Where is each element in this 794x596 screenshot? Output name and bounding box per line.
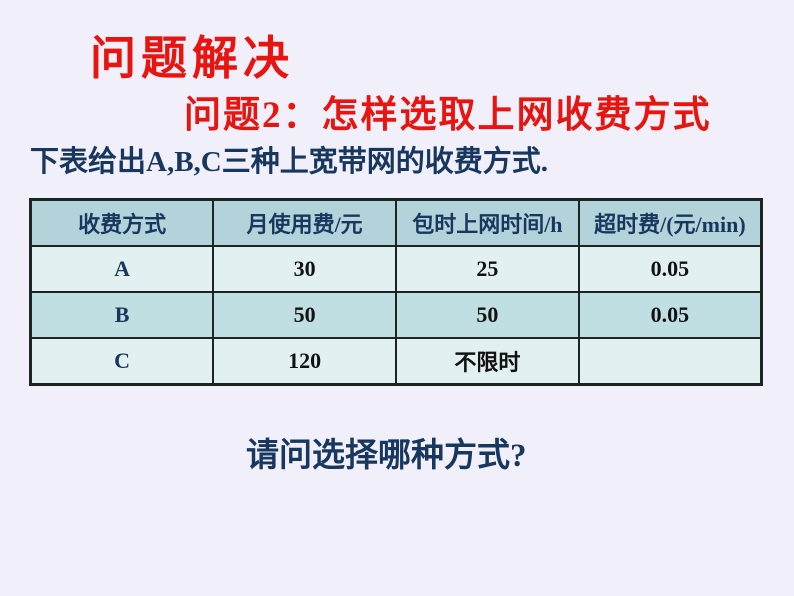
table-cell: B	[29, 291, 215, 339]
table-cell	[577, 337, 763, 386]
col-header-overtime-fee: 超时费/(元/min)	[577, 198, 763, 247]
col-header-fee-method: 收费方式	[29, 198, 215, 247]
table-cell: 不限时	[395, 337, 580, 386]
table-cell: 50	[395, 291, 580, 339]
table-cell: 25	[395, 245, 580, 293]
fee-table: 收费方式 月使用费/元 包时上网时间/h 超时费/(元/min) A 30 25…	[29, 198, 763, 386]
slide-title: 问题解决	[90, 33, 294, 84]
col-header-included-hours: 包时上网时间/h	[395, 198, 580, 247]
table-cell: 0.05	[577, 291, 763, 339]
table-cell: 120	[212, 337, 397, 386]
table-cell: 30	[212, 245, 397, 293]
intro-text: 下表给出A,B,C三种上宽带网的收费方式.	[30, 146, 548, 178]
table-cell: A	[29, 245, 215, 293]
table-cell: 0.05	[577, 245, 763, 293]
table-cell: 50	[212, 291, 397, 339]
table-row-a: A 30 25 0.05	[29, 245, 763, 293]
table-header-row: 收费方式 月使用费/元 包时上网时间/h 超时费/(元/min)	[29, 198, 763, 247]
slide-subtitle: 问题2：怎样选取上网收费方式	[184, 95, 712, 136]
table-row-c: C 120 不限时	[29, 337, 763, 386]
table-cell: C	[29, 337, 215, 386]
table-row-b: B 50 50 0.05	[29, 291, 763, 339]
question-text: 请问选择哪种方式?	[246, 438, 527, 474]
col-header-monthly-fee: 月使用费/元	[212, 198, 397, 247]
